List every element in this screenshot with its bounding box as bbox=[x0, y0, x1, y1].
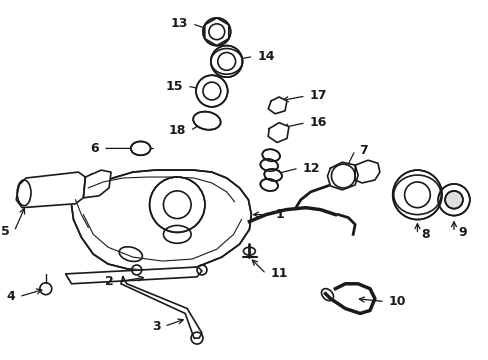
Ellipse shape bbox=[260, 179, 278, 191]
Text: 4: 4 bbox=[6, 290, 15, 303]
Polygon shape bbox=[16, 172, 85, 208]
Circle shape bbox=[444, 191, 462, 209]
Ellipse shape bbox=[131, 141, 150, 155]
Text: 2: 2 bbox=[105, 275, 114, 288]
Circle shape bbox=[203, 18, 230, 46]
Text: 10: 10 bbox=[388, 295, 406, 308]
Polygon shape bbox=[327, 162, 357, 190]
Text: 13: 13 bbox=[170, 17, 188, 30]
Circle shape bbox=[210, 46, 242, 77]
Text: 17: 17 bbox=[309, 90, 326, 103]
Polygon shape bbox=[65, 267, 202, 284]
Polygon shape bbox=[267, 123, 288, 143]
Text: 1: 1 bbox=[275, 208, 283, 221]
Circle shape bbox=[437, 184, 469, 216]
Ellipse shape bbox=[260, 159, 278, 171]
Text: 14: 14 bbox=[257, 50, 274, 63]
Ellipse shape bbox=[262, 149, 280, 161]
Polygon shape bbox=[121, 277, 202, 338]
Text: 15: 15 bbox=[165, 80, 183, 93]
Circle shape bbox=[149, 177, 204, 233]
Polygon shape bbox=[71, 170, 251, 271]
Text: 16: 16 bbox=[309, 116, 326, 129]
Polygon shape bbox=[354, 160, 379, 183]
Text: 11: 11 bbox=[269, 267, 287, 280]
Text: 18: 18 bbox=[168, 124, 186, 137]
Text: 8: 8 bbox=[421, 228, 429, 241]
Circle shape bbox=[392, 170, 441, 220]
Text: 3: 3 bbox=[151, 320, 160, 333]
Circle shape bbox=[196, 75, 227, 107]
Text: 6: 6 bbox=[90, 142, 99, 155]
Text: 7: 7 bbox=[358, 144, 367, 157]
Text: 12: 12 bbox=[302, 162, 320, 175]
Polygon shape bbox=[83, 170, 111, 198]
Polygon shape bbox=[267, 97, 286, 114]
Ellipse shape bbox=[193, 112, 220, 130]
Ellipse shape bbox=[264, 169, 282, 181]
Text: 5: 5 bbox=[1, 225, 10, 238]
Text: 9: 9 bbox=[457, 226, 466, 239]
